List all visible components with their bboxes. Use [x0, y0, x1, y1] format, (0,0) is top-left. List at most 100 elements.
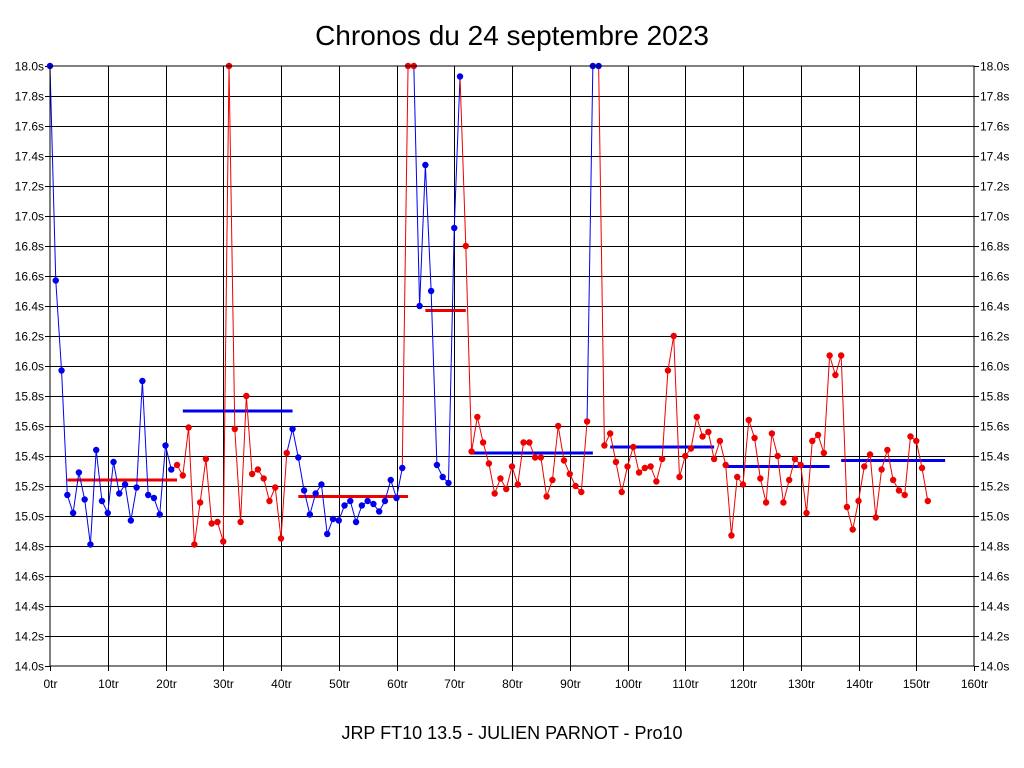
- red-data-point: [606, 430, 614, 437]
- x-tick-label: 90tr: [560, 677, 581, 691]
- red-series-line: [846, 506, 854, 530]
- y-tick-label-left: 14.6s: [15, 570, 44, 584]
- red-series-line: [245, 395, 253, 475]
- y-tick-label-left: 16.4s: [15, 300, 44, 314]
- red-data-point: [895, 487, 903, 494]
- red-series-line: [627, 446, 634, 467]
- blue-data-point: [358, 502, 366, 509]
- blue-series-line: [49, 65, 57, 281]
- blue-series-line: [430, 290, 438, 466]
- blue-series-line: [303, 490, 311, 515]
- blue-data-point: [387, 476, 394, 484]
- red-series-line: [667, 335, 675, 371]
- red-series-line: [771, 433, 779, 457]
- blue-data-point: [144, 491, 152, 499]
- red-series-line: [834, 355, 842, 376]
- red-series-line: [471, 416, 478, 452]
- red-series-line: [881, 449, 888, 470]
- red-data-point: [647, 463, 654, 470]
- x-tick-label: 20tr: [156, 677, 177, 691]
- x-tick-label: 140tr: [846, 677, 873, 691]
- red-series-line: [707, 431, 715, 460]
- y-tick-label-left: 14.8s: [15, 540, 44, 554]
- y-tick-label-right: 17.6s: [980, 120, 1009, 134]
- red-data-point: [739, 481, 747, 488]
- red-series-line: [505, 466, 513, 490]
- blue-series-line: [320, 484, 328, 535]
- blue-data-point: [439, 473, 446, 481]
- red-series-line: [216, 521, 224, 542]
- red-data-point: [861, 463, 868, 470]
- blue-series-line: [159, 445, 166, 515]
- blue-data-point: [329, 515, 337, 523]
- red-data-point: [214, 518, 221, 526]
- x-tick-label: 40tr: [271, 677, 292, 691]
- grid: [50, 66, 974, 666]
- red-series-line: [188, 427, 195, 545]
- y-tick-label-left: 14.2s: [15, 630, 44, 644]
- y-tick-label-right: 16.0s: [980, 360, 1009, 374]
- red-series-line: [886, 449, 894, 481]
- red-series-line: [719, 440, 727, 466]
- blue-data-point: [87, 541, 94, 548]
- red-data-point: [837, 352, 845, 359]
- red-series-line: [823, 355, 831, 454]
- red-series-line: [777, 455, 784, 503]
- red-series-line: [199, 458, 207, 503]
- y-tick-label-right: 17.2s: [980, 180, 1009, 194]
- red-series-line: [730, 476, 738, 536]
- red-series-line: [557, 425, 565, 461]
- red-data-point: [855, 497, 862, 505]
- blue-data-point: [116, 490, 123, 497]
- red-data-point: [710, 455, 718, 463]
- y-tick-label-left: 17.4s: [15, 150, 44, 164]
- x-tick-label: 110tr: [672, 677, 698, 691]
- red-data-point: [745, 416, 752, 424]
- red-data-point: [560, 457, 568, 464]
- red-series-line: [759, 478, 767, 503]
- red-data-point: [612, 458, 620, 466]
- blue-series-line: [89, 449, 97, 545]
- y-tick-label-right: 14.2s: [980, 630, 1009, 644]
- blue-data-point: [75, 469, 83, 476]
- red-data-point: [531, 454, 539, 461]
- red-data-point: [734, 473, 741, 481]
- red-data-point: [635, 469, 643, 476]
- y-tick-label-right: 14.4s: [980, 600, 1009, 614]
- blue-series-line: [124, 484, 132, 521]
- red-series-line: [580, 421, 588, 493]
- x-tick-label: 120tr: [730, 677, 757, 691]
- red-series-line: [193, 502, 201, 545]
- red-data-point: [543, 493, 550, 500]
- red-series-line: [263, 478, 270, 502]
- red-series-line: [205, 458, 213, 524]
- blue-data-point: [52, 277, 59, 284]
- red-series-line: [459, 76, 467, 247]
- red-data-point: [555, 422, 562, 430]
- red-series-line: [806, 440, 813, 514]
- red-series-line: [465, 245, 473, 452]
- blue-data-point: [110, 458, 117, 466]
- y-tick-label-left: 18.0s: [15, 60, 44, 74]
- blue-data-point: [451, 224, 458, 232]
- blue-series-line: [165, 445, 172, 470]
- x-tick-label: 0tr: [43, 677, 57, 691]
- y-tick-label-left: 15.4s: [15, 450, 44, 464]
- y-tick-label-left: 15.8s: [15, 390, 44, 404]
- y-tick-label-left: 15.6s: [15, 420, 44, 434]
- red-data-point: [751, 434, 758, 442]
- blue-data-point: [422, 161, 429, 169]
- red-data-point: [820, 449, 828, 457]
- blue-series-line: [424, 164, 432, 292]
- red-data-point: [549, 476, 556, 484]
- y-tick-label-left: 17.2s: [15, 180, 44, 194]
- blue-data-point: [335, 517, 342, 524]
- red-data-point: [462, 242, 469, 250]
- x-tick-label: 30tr: [213, 677, 234, 691]
- red-data-point: [918, 464, 926, 472]
- plot-frame: [49, 65, 975, 667]
- red-data-point: [572, 482, 579, 490]
- red-data-point: [185, 424, 192, 431]
- blue-data-point: [300, 487, 308, 494]
